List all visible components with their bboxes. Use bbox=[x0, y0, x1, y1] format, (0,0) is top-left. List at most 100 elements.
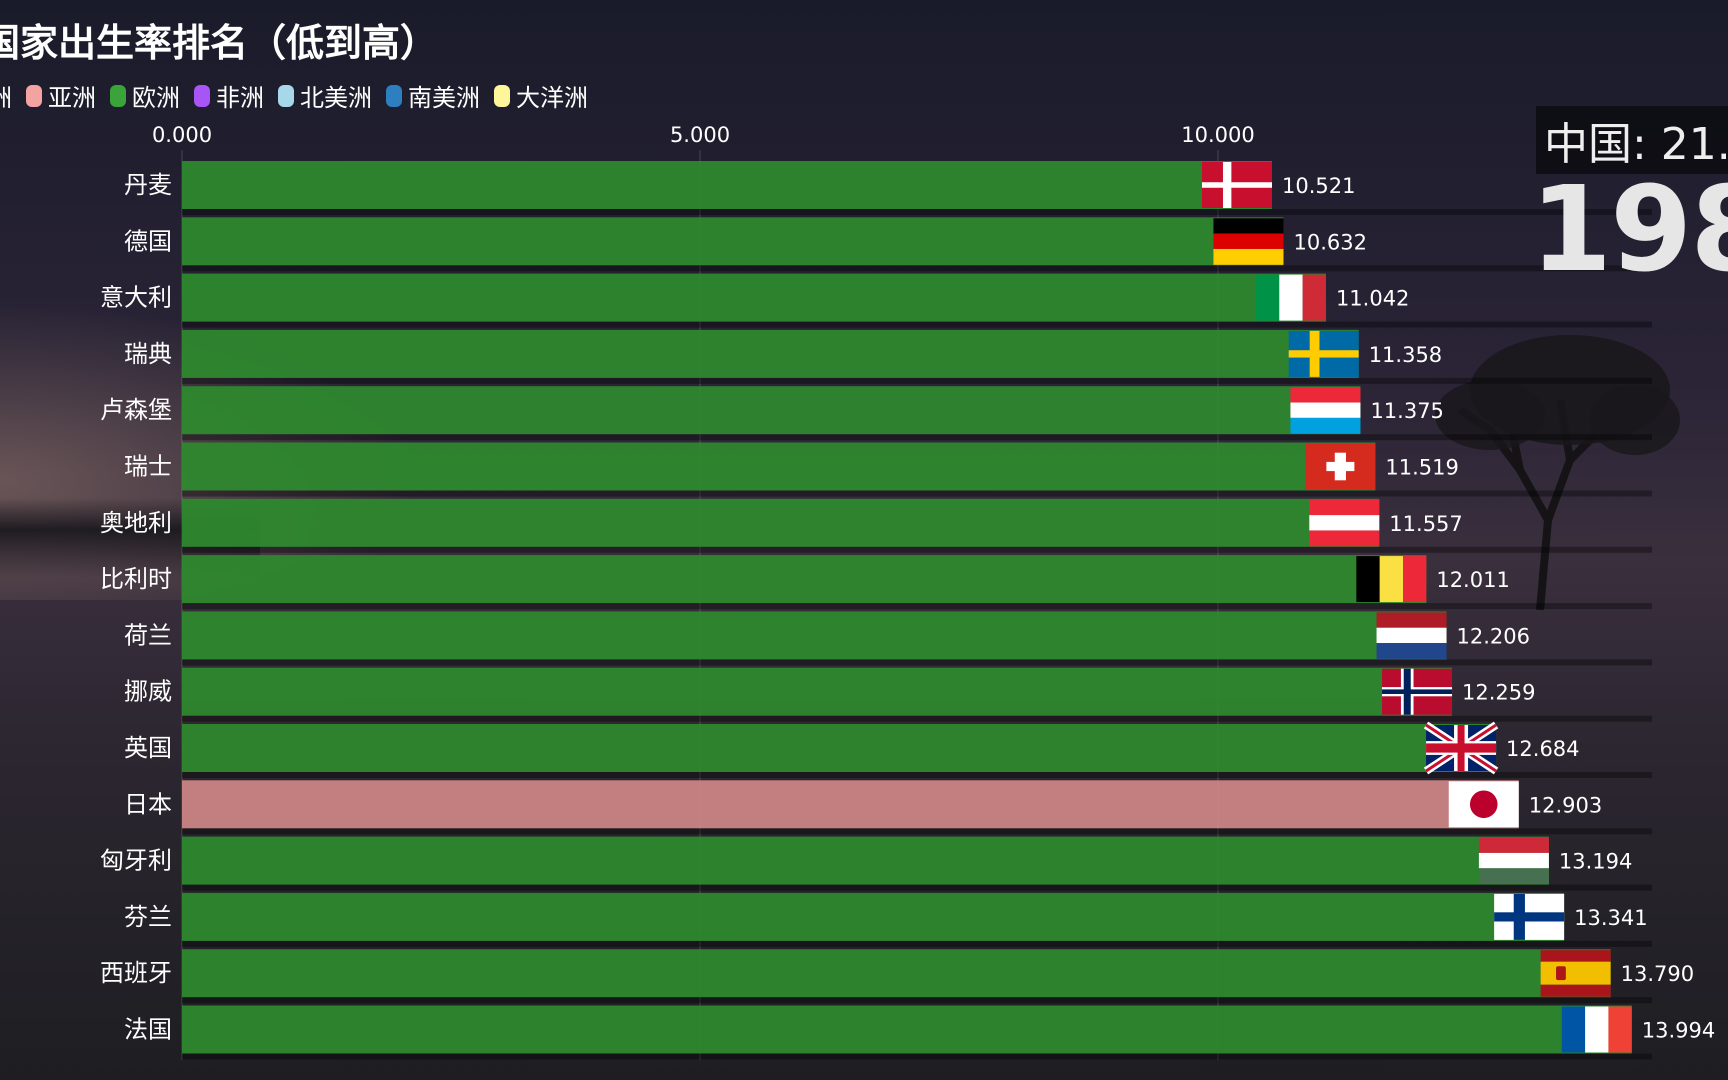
bar bbox=[182, 161, 1272, 209]
year-label: 198 bbox=[1530, 160, 1728, 298]
bar bbox=[182, 780, 1519, 829]
category-label: 西班牙 bbox=[100, 959, 172, 987]
category-label: 丹麦 bbox=[124, 171, 172, 199]
value-label: 13.194 bbox=[1559, 850, 1632, 874]
bar bbox=[182, 386, 1361, 435]
row-separator bbox=[182, 546, 1652, 553]
value-label: 13.994 bbox=[1642, 1019, 1715, 1043]
row-separator bbox=[182, 772, 1652, 778]
china-value-label: 中国: 21.3 bbox=[1536, 106, 1728, 174]
value-label: 12.903 bbox=[1529, 793, 1602, 817]
row-separator bbox=[182, 1053, 1652, 1060]
legend-item[interactable]: 亚洲 bbox=[26, 78, 96, 113]
italy-flag bbox=[1255, 274, 1326, 321]
sweden-flag bbox=[1288, 330, 1359, 377]
legend-label: 亚洲 bbox=[48, 84, 96, 112]
row-separator bbox=[182, 884, 1652, 891]
bar bbox=[182, 724, 1497, 772]
bar bbox=[182, 555, 1427, 604]
legend-swatch bbox=[194, 84, 210, 107]
value-label: 11.557 bbox=[1389, 512, 1462, 536]
x-tick-label: 10.000 bbox=[1181, 123, 1254, 147]
legend-item[interactable]: 欧洲 bbox=[110, 78, 180, 113]
value-label: 13.790 bbox=[1621, 962, 1694, 986]
uk-flag bbox=[1423, 721, 1499, 775]
row-separator bbox=[182, 321, 1652, 328]
value-label: 11.042 bbox=[1336, 287, 1409, 311]
category-label: 法国 bbox=[124, 1016, 172, 1044]
bar bbox=[182, 273, 1326, 322]
row-separator bbox=[182, 265, 1652, 272]
legend-label: 大洋洲 bbox=[516, 84, 588, 112]
row-separator bbox=[182, 715, 1652, 722]
spain-flag bbox=[1540, 950, 1611, 997]
legend-label: 北美洲 bbox=[300, 84, 372, 112]
row-separator bbox=[182, 377, 1652, 384]
bar bbox=[182, 892, 1565, 941]
x-tick-label: 0.000 bbox=[152, 123, 212, 147]
netherlands-flag bbox=[1376, 612, 1447, 659]
legend-label: 欧洲 bbox=[132, 84, 180, 112]
finland-flag bbox=[1494, 893, 1565, 940]
norway-flag bbox=[1382, 668, 1453, 715]
legend-item[interactable]: 洲 bbox=[0, 78, 12, 113]
austria-flag bbox=[1309, 499, 1380, 547]
bar bbox=[182, 498, 1380, 547]
category-label: 奥地利 bbox=[100, 509, 172, 537]
legend-swatch bbox=[110, 84, 126, 107]
hungary-flag bbox=[1478, 837, 1549, 885]
row-separator bbox=[182, 490, 1652, 497]
category-label: 英国 bbox=[124, 734, 172, 762]
category-label: 卢森堡 bbox=[100, 396, 172, 424]
france-flag bbox=[1561, 1006, 1632, 1053]
bar bbox=[182, 442, 1376, 491]
category-label: 匈牙利 bbox=[100, 847, 172, 875]
legend-item[interactable]: 大洋洲 bbox=[494, 78, 588, 113]
row-separator bbox=[182, 940, 1652, 947]
belgium-flag bbox=[1356, 556, 1427, 603]
value-label: 10.632 bbox=[1293, 230, 1366, 254]
category-label: 芬兰 bbox=[124, 903, 172, 931]
category-label: 日本 bbox=[124, 790, 172, 818]
legend-label: 南美洲 bbox=[408, 84, 480, 112]
legend-swatch bbox=[386, 84, 402, 107]
category-label: 瑞典 bbox=[124, 340, 172, 368]
value-label: 12.259 bbox=[1462, 681, 1535, 705]
category-label: 德国 bbox=[124, 227, 172, 255]
legend-item[interactable]: 非洲 bbox=[194, 78, 264, 113]
row-separator bbox=[182, 434, 1652, 441]
tree-silhouette-icon bbox=[1435, 335, 1680, 610]
legend-swatch bbox=[26, 84, 42, 107]
legend-item[interactable]: 北美洲 bbox=[278, 78, 372, 113]
legend-label: 非洲 bbox=[216, 84, 264, 112]
bar bbox=[182, 667, 1453, 716]
luxembourg-flag bbox=[1290, 387, 1361, 434]
legend: 洲 亚洲 欧洲 非洲 北美洲 南美洲 大洋洲 bbox=[0, 78, 602, 113]
value-label: 10.521 bbox=[1282, 174, 1355, 198]
category-label: 比利时 bbox=[100, 565, 172, 593]
value-label: 12.684 bbox=[1506, 737, 1579, 761]
value-label: 11.375 bbox=[1370, 399, 1443, 423]
bar bbox=[182, 1005, 1632, 1054]
value-label: 11.519 bbox=[1385, 456, 1458, 480]
bar bbox=[182, 217, 1284, 266]
value-label: 13.341 bbox=[1574, 906, 1647, 930]
bar bbox=[182, 836, 1549, 885]
bar bbox=[182, 611, 1447, 660]
row-separator bbox=[182, 209, 1652, 215]
japan-flag bbox=[1448, 781, 1519, 828]
legend-swatch bbox=[278, 84, 294, 107]
denmark-flag bbox=[1201, 162, 1272, 208]
value-label: 12.206 bbox=[1457, 624, 1530, 648]
legend-swatch bbox=[494, 84, 510, 107]
germany-flag bbox=[1213, 218, 1284, 265]
category-label: 荷兰 bbox=[124, 621, 172, 649]
legend-item[interactable]: 南美洲 bbox=[386, 78, 480, 113]
bar bbox=[182, 949, 1611, 998]
category-label: 瑞士 bbox=[124, 453, 172, 481]
legend-label: 洲 bbox=[0, 78, 12, 113]
category-label: 挪威 bbox=[124, 678, 172, 706]
switzerland-flag bbox=[1305, 443, 1376, 490]
category-label: 意大利 bbox=[100, 284, 172, 312]
